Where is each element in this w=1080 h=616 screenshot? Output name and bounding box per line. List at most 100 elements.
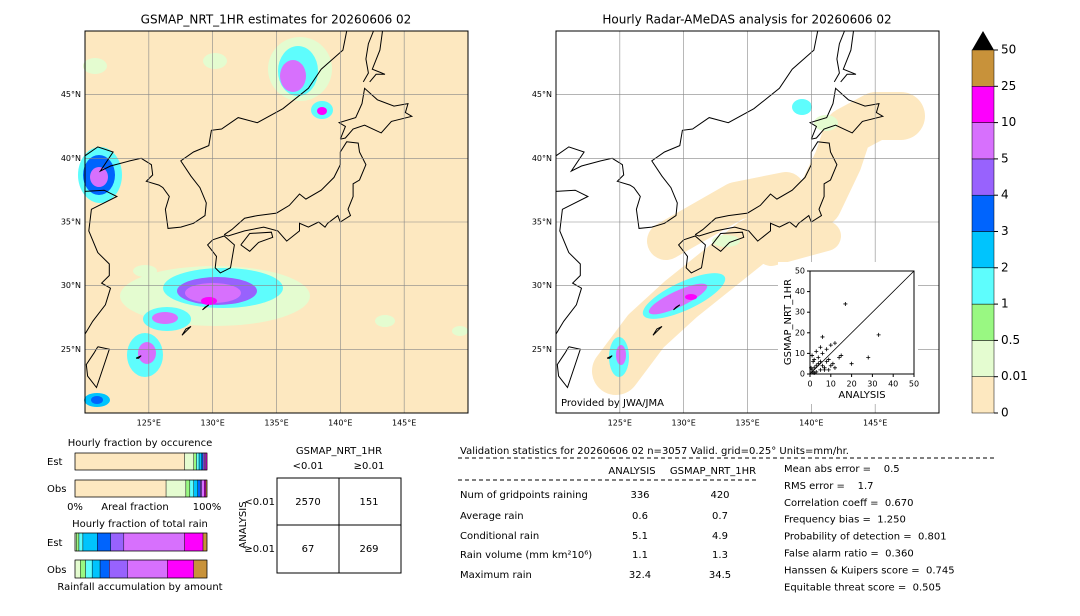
- fraction-segment: [193, 559, 208, 579]
- stat-value: 336: [630, 490, 649, 501]
- y-tick-label: 45°N: [61, 90, 81, 99]
- row-label: <0.01: [244, 497, 275, 508]
- column-label: ≥0.01: [354, 461, 385, 472]
- x-tick-label: 140°E: [328, 419, 352, 428]
- coastline: [135, 355, 142, 359]
- panel-title: Hourly fraction by occurence: [68, 438, 212, 449]
- colorbar-label: 1: [1001, 297, 1009, 311]
- point: [814, 363, 819, 368]
- fraction-segment: [74, 452, 185, 471]
- x-tick-label: 130°E: [672, 419, 696, 428]
- fraction-segment: [201, 479, 205, 498]
- y-tick-label: 30°N: [532, 281, 552, 290]
- y-tick-label: 10: [795, 349, 805, 358]
- point: [826, 367, 831, 372]
- score: Frequency bias = 1.250: [784, 515, 906, 526]
- point: [824, 359, 829, 364]
- colorbar-bin: [971, 267, 995, 305]
- stat-value: 1.1: [632, 550, 648, 561]
- total-rain-bars: [74, 532, 208, 579]
- coastline: [555, 189, 590, 335]
- coastline: [652, 325, 663, 336]
- fraction-segment: [91, 559, 101, 579]
- colorbar-bin: [971, 122, 995, 160]
- coastline: [84, 189, 119, 335]
- map-title: Hourly Radar-AMeDAS analysis for 2026060…: [602, 13, 891, 27]
- column-label: <0.01: [293, 461, 324, 472]
- colorbar-label: 5: [1001, 151, 1009, 165]
- point: [816, 355, 821, 360]
- stat-label: Num of gridpoints raining: [460, 490, 588, 501]
- point: [810, 369, 815, 374]
- colorbar-label: 50: [1001, 43, 1016, 57]
- x-tick-label: 20: [847, 380, 857, 389]
- y-tick-label: 35°N: [61, 218, 81, 227]
- x-tick-label: 125°E: [137, 419, 161, 428]
- table-cell: 269: [359, 544, 378, 555]
- fraction-segment: [193, 479, 198, 498]
- score: Probability of detection = 0.801: [784, 532, 947, 543]
- y-tick-label: 50: [795, 267, 805, 276]
- scatter-inset: ANALYSIS GSMAP_NRT_1HR 0 10 20 30 40 50 0 10 20 3…: [778, 262, 919, 404]
- point: [818, 345, 823, 350]
- colorbar-bin: [971, 158, 995, 196]
- rain-field: [78, 37, 468, 407]
- x-tick-label: 40: [888, 380, 898, 389]
- fraction-segment: [196, 452, 200, 471]
- bar-frame: [74, 559, 208, 579]
- map-title: GSMAP_NRT_1HR estimates for 20260606 02: [141, 13, 412, 27]
- fraction-segment: [193, 452, 197, 471]
- coastline: [694, 141, 838, 242]
- rain-field: [609, 99, 838, 377]
- point: [811, 359, 816, 364]
- occurrence-bars: [74, 452, 208, 498]
- fraction-segment: [99, 559, 110, 579]
- validation-stats: Validation statistics for 20260606 02 n=…: [458, 446, 996, 593]
- point: [822, 367, 827, 372]
- fraction-segment: [85, 559, 93, 579]
- fraction-segment: [197, 479, 201, 498]
- table-title: GSMAP_NRT_1HR: [296, 446, 382, 457]
- point: [828, 343, 833, 348]
- colorbar-bin: [971, 231, 995, 269]
- row-label: Obs: [47, 565, 66, 576]
- colorbar-label: 0.01: [1001, 369, 1028, 383]
- coastline: [240, 231, 274, 252]
- point: [809, 365, 814, 370]
- score: Mean abs error = 0.5: [784, 464, 900, 475]
- fraction-segment: [78, 532, 84, 552]
- x-tick-label: 125°E: [608, 419, 632, 428]
- stat-value: 0.6: [632, 511, 648, 522]
- stat-value: 1.3: [712, 550, 728, 561]
- score: Equitable threat score = 0.505: [784, 582, 941, 593]
- colorbar-bin: [971, 86, 995, 123]
- row-label: Est: [47, 538, 63, 549]
- bar-frame: [74, 479, 208, 498]
- point: [812, 370, 817, 375]
- fraction-segment: [97, 532, 111, 552]
- point: [818, 359, 823, 364]
- coastline: [223, 141, 367, 242]
- x-tick-label: 10: [826, 380, 836, 389]
- fraction-segment: [189, 479, 194, 498]
- y-tick-label: 25°N: [532, 345, 552, 354]
- y-tick-label: 0: [800, 370, 805, 379]
- colorbar-bin: [971, 303, 995, 341]
- fraction-segment: [184, 532, 204, 552]
- point: [843, 301, 848, 306]
- point: [820, 334, 825, 339]
- map-frame: [84, 30, 469, 414]
- fraction-segment: [109, 559, 128, 579]
- fraction-segment: [167, 559, 194, 579]
- x-tick-label: 130°E: [201, 419, 225, 428]
- y-tick-label: 45°N: [532, 90, 552, 99]
- colorbar-label: 4: [1001, 188, 1009, 202]
- y-tick-label: 30: [795, 308, 805, 317]
- point: [824, 347, 829, 352]
- x-tick-label: 0%: [67, 502, 83, 513]
- coastline: [206, 235, 235, 274]
- point: [814, 349, 819, 354]
- inset-background: [778, 262, 918, 404]
- coastline: [555, 30, 819, 229]
